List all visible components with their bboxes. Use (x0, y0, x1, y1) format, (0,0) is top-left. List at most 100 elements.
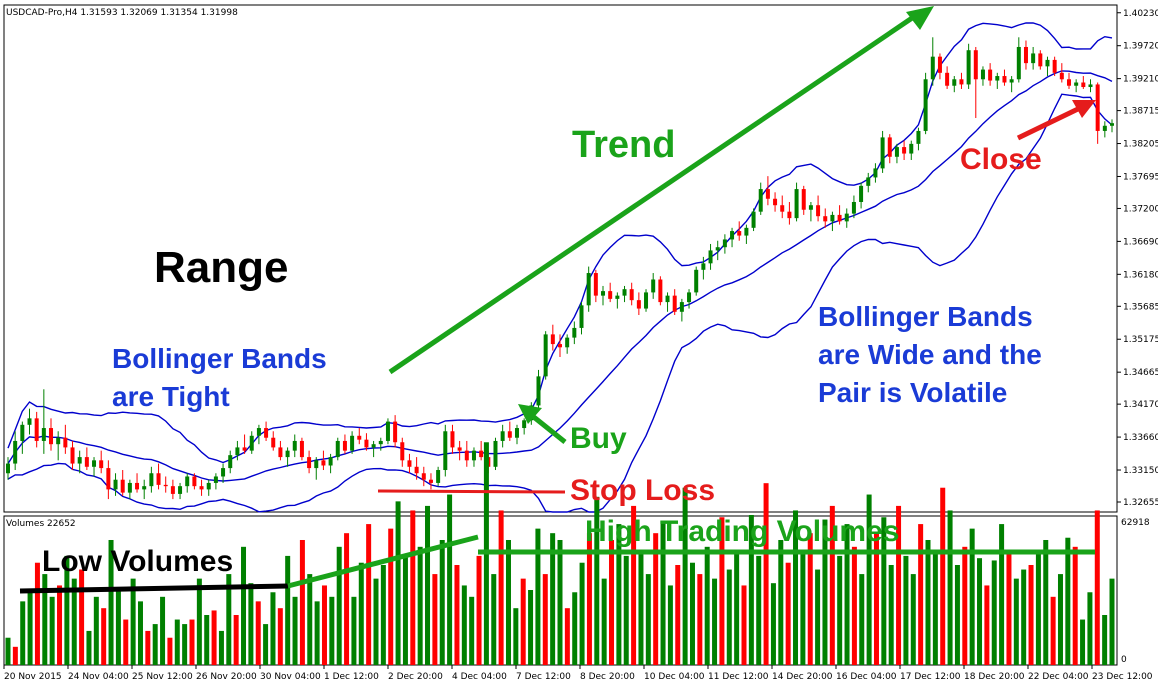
candle-body (1052, 59, 1057, 73)
volume-bar (528, 589, 534, 665)
candle-body (357, 435, 362, 440)
volume-bar (991, 560, 997, 665)
volume-bar (513, 608, 519, 665)
candle-body (228, 455, 233, 469)
volume-bar (785, 562, 791, 665)
volume-bar (837, 555, 843, 665)
candle-body (780, 205, 785, 212)
volume-bar (402, 555, 408, 665)
volume-bar (1057, 574, 1063, 665)
volume-bar (263, 624, 269, 665)
candle-body (787, 211, 792, 219)
volume-rise-line (287, 534, 479, 589)
trend-label: Trend (572, 124, 675, 166)
price-axis: 1.40230 1.39720 1.39210 1.38715 1.38205 1.376… (1117, 9, 1158, 665)
time-tick-label: 18 Dec 20:00 (964, 672, 1025, 682)
candle-body (909, 143, 914, 154)
volume-bar (807, 533, 813, 665)
candle-body (464, 450, 469, 461)
candle-body (701, 263, 706, 270)
candle-body (63, 437, 68, 448)
volume-bar (954, 564, 960, 665)
volume-bar (594, 496, 600, 665)
candle-body (135, 482, 140, 490)
candle-body (765, 189, 770, 199)
candle-body (192, 476, 197, 487)
volume-bar (57, 585, 63, 665)
candle-body (866, 177, 871, 186)
volume-bar (1035, 551, 1041, 665)
volume-bar (241, 546, 247, 665)
volume-bar (27, 592, 33, 665)
time-tick-label: 2 Dec 20:00 (388, 672, 443, 682)
volume-bar (859, 574, 865, 665)
candle-body (651, 279, 656, 293)
candle-body (249, 435, 254, 451)
candle-body (20, 424, 25, 441)
candle-body (945, 72, 950, 86)
candle-body (507, 431, 512, 438)
volume-bar (167, 637, 173, 665)
volume-bar (336, 546, 342, 665)
price-tick-label: 1.37695 (1123, 172, 1158, 182)
volume-bar (299, 539, 305, 665)
candle-body (622, 289, 627, 296)
volume-bar (174, 619, 180, 665)
volume-bar (432, 574, 438, 665)
candle-body (722, 239, 727, 248)
volume-bar (866, 494, 872, 665)
candle-body (1009, 79, 1014, 83)
candle-body (1066, 79, 1071, 86)
candle-body (1031, 53, 1036, 64)
candle-body (1038, 53, 1043, 67)
candle-body (694, 269, 699, 293)
close-arrow-head (1072, 100, 1096, 118)
wide-label-3: Pair is Volatile (818, 377, 1007, 408)
time-tick-label: 17 Dec 12:00 (900, 672, 961, 682)
volume-bar (1028, 564, 1034, 665)
volume-bar (586, 533, 592, 665)
candle-body (730, 231, 735, 240)
volume-bar (962, 546, 968, 665)
volume-bar (932, 551, 938, 665)
price-tick-label: 1.35685 (1123, 302, 1158, 312)
candle-body (84, 457, 89, 467)
volume-bar (726, 569, 732, 665)
volume-bar (292, 596, 298, 665)
volume-bar (108, 539, 114, 665)
candle-body (1002, 76, 1007, 83)
candle-body (285, 450, 290, 458)
candle-body (887, 137, 892, 157)
candle-body (980, 69, 985, 80)
volume-bar (93, 596, 99, 665)
candle-body (851, 201, 856, 214)
buy-arrow-head (518, 404, 542, 424)
price-tick-label: 1.39210 (1123, 75, 1158, 85)
volume-bar (71, 578, 77, 665)
volume-bar (947, 510, 953, 665)
volume-bar (697, 574, 703, 665)
candle-body (264, 428, 269, 438)
candle-body (923, 79, 928, 131)
volume-bar (579, 562, 585, 665)
candle-body (1088, 84, 1093, 88)
volume-bar (756, 555, 762, 665)
volume-bar (248, 583, 254, 665)
volume-bar (940, 487, 946, 665)
candle-body (342, 440, 347, 451)
stop-loss-label: Stop Loss (570, 474, 715, 507)
candle-body (350, 435, 355, 451)
volume-bar (925, 539, 931, 665)
volume-bar (829, 505, 835, 665)
candle-body (421, 473, 426, 480)
volume-bar (491, 574, 497, 665)
candle-body (436, 470, 441, 483)
price-tick-label: 1.33150 (1123, 466, 1158, 476)
candle-body (550, 334, 555, 345)
candle-body (443, 431, 448, 471)
middle-band (7, 70, 1113, 482)
time-tick-label: 26 Nov 20:00 (196, 672, 257, 682)
volume-bar (741, 585, 747, 665)
tight-label-1: Bollinger Bands (112, 343, 327, 374)
candle-body (565, 337, 570, 348)
